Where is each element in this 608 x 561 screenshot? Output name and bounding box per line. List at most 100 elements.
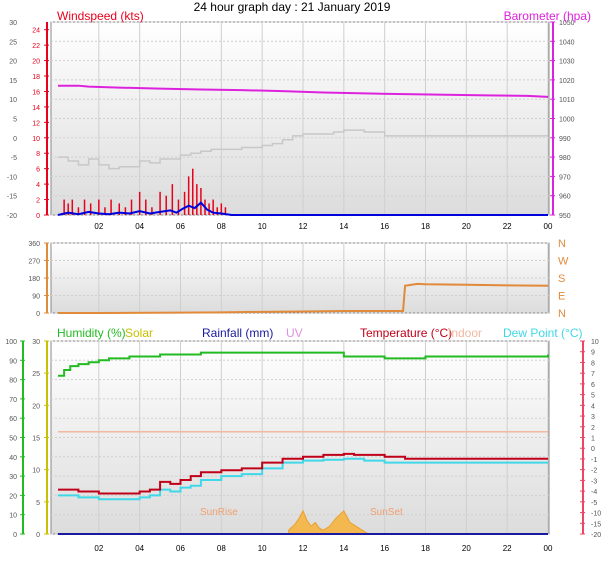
y-tick-label-direction: 0: [36, 311, 40, 318]
y-tick-label-barometer: 960: [559, 194, 571, 201]
y-tick-label-humidity: 40: [9, 455, 17, 462]
y-tick-label-humidity: 100: [5, 339, 17, 346]
y-tick-label-windspeed: 24: [32, 28, 40, 35]
x-tick-label: 12: [299, 222, 308, 231]
y-tick-label-windspeed: 0: [36, 213, 40, 220]
compass-label: N: [558, 308, 566, 320]
y-tick-label-solar: 20: [32, 403, 40, 410]
y-tick-label-temperature: 10: [591, 339, 599, 346]
y-tick-label-windspeed: 10: [32, 136, 40, 143]
y-tick-label-direction: 180: [28, 276, 40, 283]
series-solar: [288, 509, 371, 535]
x-tick-label: 10: [258, 222, 267, 231]
chart-title: 24 hour graph day : 21 January 2019: [194, 0, 391, 14]
x-tick-label: 08: [217, 222, 226, 231]
y-tick-label-windspeed: 22: [32, 43, 40, 50]
y-tick-label-barometer: 950: [559, 213, 571, 220]
y-tick-label-barometer: 980: [559, 155, 571, 162]
y-tick-label-barometer: 1020: [559, 78, 575, 85]
y-tick-label-humidity: 10: [9, 513, 17, 520]
y-tick-label-solar: 5: [36, 500, 40, 507]
x-tick-label: 12: [299, 544, 308, 553]
y-tick-label-temperature: 2: [591, 425, 595, 432]
y-tick-label-temperature: 0: [591, 446, 595, 453]
x-tick-label: 18: [421, 222, 430, 231]
y-tick-label-temperature: 9: [591, 350, 595, 357]
legend-humidity: Humidity (%): [57, 326, 126, 340]
y-tick-label-temperature: -15: [591, 521, 601, 528]
y-tick-label-temperature: 7: [591, 371, 595, 378]
series-temperature: [58, 452, 548, 495]
x-tick-label: 22: [503, 544, 512, 553]
legend-dewpoint: Dew Point (°C): [503, 326, 582, 340]
y-tick-label-barometer: 970: [559, 174, 571, 181]
x-tick-label: 22: [503, 222, 512, 231]
y-tick-label-outer: 0: [13, 136, 17, 143]
y-tick-label-barometer: 1040: [559, 39, 575, 46]
legend-rainfall: Rainfall (mm): [202, 326, 273, 340]
x-tick-label: 06: [176, 222, 185, 231]
compass-label: E: [558, 291, 565, 303]
legend-indoor: Indoor: [448, 326, 482, 340]
y-tick-label-temperature: 6: [591, 382, 595, 389]
y-tick-label-barometer: 1050: [559, 20, 575, 27]
legend-barometer: Barometer (hpa): [504, 9, 591, 23]
y-tick-label-solar: 25: [32, 371, 40, 378]
y-tick-label-solar: 0: [36, 532, 40, 539]
y-tick-label-humidity: 30: [9, 474, 17, 481]
y-tick-label-temperature: -3: [591, 478, 597, 485]
y-tick-label-solar: 10: [32, 468, 40, 475]
series-humidity: [58, 351, 549, 377]
series-barometer: [58, 84, 549, 98]
y-tick-label-temperature: 3: [591, 414, 595, 421]
y-tick-label-temperature: 1: [591, 436, 595, 443]
x-tick-label: 02: [94, 222, 103, 231]
y-tick-label-direction: 90: [32, 294, 40, 301]
y-tick-label-windspeed: 12: [32, 120, 40, 127]
y-tick-label-temperature: 8: [591, 360, 595, 367]
y-tick-label-windspeed: 2: [36, 198, 40, 205]
y-tick-label-solar: 15: [32, 436, 40, 443]
x-tick-label: 00: [544, 222, 553, 231]
y-tick-label-barometer: 1030: [559, 59, 575, 66]
y-tick-label-temperature: 5: [591, 393, 595, 400]
legend-windspeed: Windspeed (kts): [57, 9, 144, 23]
x-tick-label: 04: [135, 544, 144, 553]
y-tick-label-humidity: 20: [9, 493, 17, 500]
x-tick-label: 02: [94, 544, 103, 553]
y-tick-label-windspeed: 18: [32, 74, 40, 81]
y-tick-label-outer: -15: [7, 194, 17, 201]
x-tick-label: 16: [380, 222, 389, 231]
x-tick-label: 14: [339, 544, 348, 553]
x-tick-label: 18: [421, 544, 430, 553]
y-tick-label-direction: 360: [28, 241, 40, 248]
y-tick-label-windspeed: 6: [36, 167, 40, 174]
y-tick-label-humidity: 60: [9, 416, 17, 423]
x-tick-label: 04: [135, 222, 144, 231]
y-tick-label-humidity: 0: [13, 532, 17, 539]
y-tick-label-direction: 270: [28, 259, 40, 266]
compass-label: S: [558, 273, 565, 285]
y-tick-label-temperature: -10: [591, 511, 601, 518]
y-tick-label-humidity: 80: [9, 378, 17, 385]
y-tick-label-outer: 15: [9, 78, 17, 85]
y-tick-label-temperature: -2: [591, 468, 597, 475]
y-tick-label-barometer: 990: [559, 136, 571, 143]
x-tick-label: 06: [176, 544, 185, 553]
y-tick-label-barometer: 1010: [559, 97, 575, 104]
annotation-sunset: SunSet: [370, 507, 403, 518]
x-tick-label: 20: [462, 544, 471, 553]
compass-label: N: [558, 238, 566, 250]
y-tick-label-windspeed: 16: [32, 89, 40, 96]
y-tick-label-temperature: -5: [591, 500, 597, 507]
x-tick-label: 16: [380, 544, 389, 553]
y-tick-label-outer: 5: [13, 117, 17, 124]
y-tick-label-windspeed: 4: [36, 182, 40, 189]
x-tick-label: 10: [258, 544, 267, 553]
x-tick-label: 14: [339, 222, 348, 231]
y-tick-label-outer: 10: [9, 97, 17, 104]
y-tick-label-solar: 30: [32, 339, 40, 346]
y-tick-label-barometer: 1000: [559, 117, 575, 124]
x-tick-label: 08: [217, 544, 226, 553]
